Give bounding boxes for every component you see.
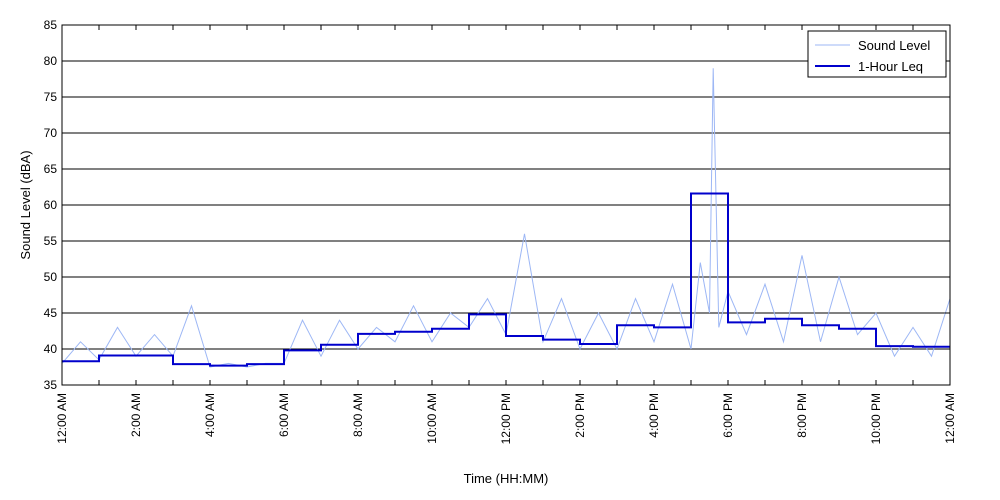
y-tick-label: 55 — [44, 234, 58, 248]
y-axis: 35 40 45 50 55 60 65 70 75 80 85 — [44, 18, 950, 392]
y-tick-label: 45 — [44, 306, 58, 320]
x-tick-label: 8:00 AM — [351, 393, 365, 437]
x-tick-label: 2:00 AM — [129, 393, 143, 437]
y-tick-label: 65 — [44, 162, 58, 176]
x-tick-label: 4:00 PM — [647, 393, 661, 438]
y-tick-label: 75 — [44, 90, 58, 104]
x-tick-label: 12:00 AM — [943, 393, 957, 444]
y-tick-label: 40 — [44, 342, 58, 356]
y-tick-label: 35 — [44, 378, 58, 392]
x-tick-label: 10:00 PM — [869, 393, 883, 444]
x-axis-label: Time (HH:MM) — [464, 471, 549, 486]
x-tick-label: 10:00 AM — [425, 393, 439, 444]
legend: Sound Level 1-Hour Leq — [807, 30, 947, 78]
y-axis-label: Sound Level (dBA) — [18, 150, 33, 259]
x-axis: 12:00 AM 2:00 AM 4:00 AM 6:00 AM 8:00 AM 10:0… — [55, 25, 957, 444]
x-tick-label: 6:00 AM — [277, 393, 291, 437]
x-tick-label: 12:00 AM — [55, 393, 69, 444]
y-tick-label: 70 — [44, 126, 58, 140]
legend-box — [807, 30, 947, 78]
x-tick-label: 2:00 PM — [573, 393, 587, 438]
x-tick-label: 4:00 AM — [203, 393, 217, 437]
y-tick-label: 85 — [44, 18, 58, 32]
legend-entry-1-hour-leq: 1-Hour Leq — [858, 59, 923, 74]
series-layer — [61, 68, 951, 368]
x-tick-label: 8:00 PM — [795, 393, 809, 438]
series-1-hour-leq-step-line — [62, 192, 950, 367]
legend-entry-sound-level: Sound Level — [858, 38, 930, 53]
y-tick-label: 80 — [44, 54, 58, 68]
x-tick-label: 12:00 PM — [499, 393, 513, 444]
y-tick-label: 60 — [44, 198, 58, 212]
y-tick-label: 50 — [44, 270, 58, 284]
gridlines — [62, 60, 950, 350]
x-tick-label: 6:00 PM — [721, 393, 735, 438]
